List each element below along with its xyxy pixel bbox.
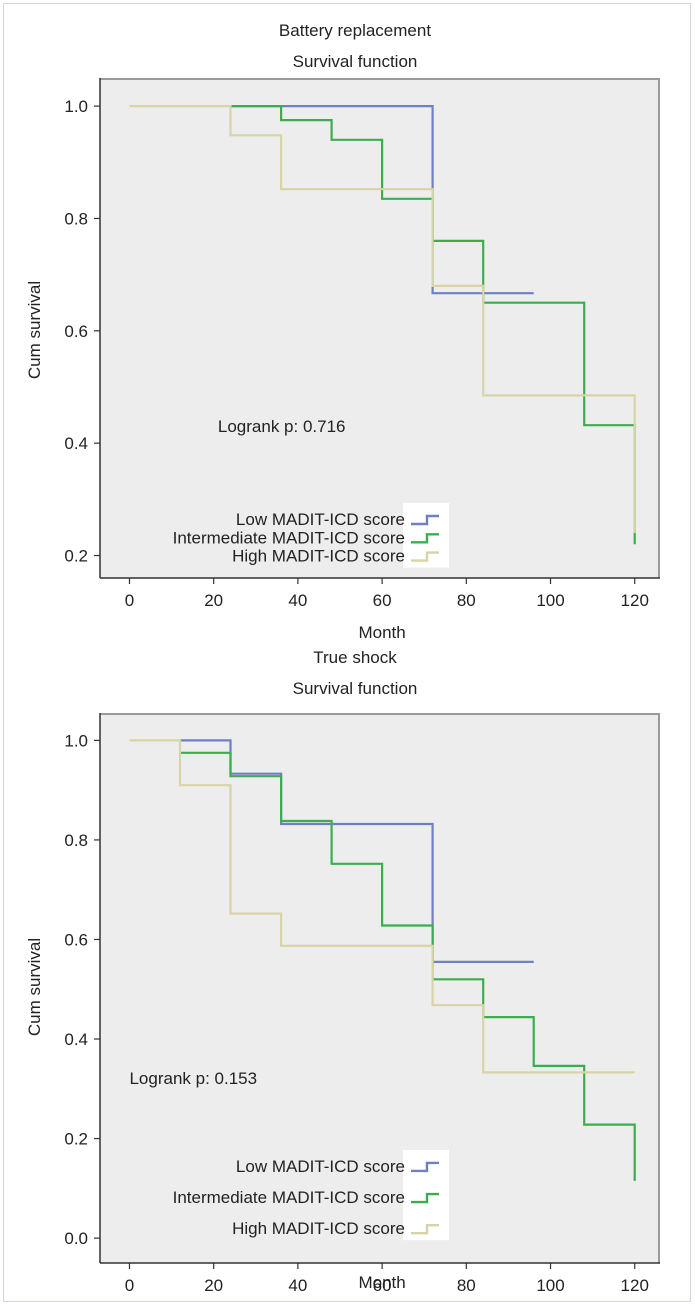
chart-1: Battery replacement Survival function 0.2 0… [25, 21, 660, 642]
legend-label: Intermediate MADIT-ICD score [173, 528, 405, 547]
series-line-3 [129, 105, 636, 534]
y-tick-label: 0.4 [64, 434, 88, 453]
legend-label: High MADIT-ICD score [232, 1219, 405, 1238]
legend-swatch-1 [411, 1161, 439, 1173]
x-tick-label: 20 [204, 1276, 223, 1295]
x-tick-label: 120 [621, 591, 649, 610]
y-tick-label: 1.0 [64, 97, 88, 116]
logrank-annotation: Logrank p: 0.716 [218, 417, 346, 436]
logrank-annotation: Logrank p: 0.153 [129, 1069, 257, 1088]
x-tick-label: 80 [457, 1276, 476, 1295]
y-tick-label: 0.2 [64, 547, 88, 566]
legend-swatch-2 [411, 1192, 439, 1204]
x-tick-label: 60 [373, 1276, 392, 1295]
legend-label: Low MADIT-ICD score [236, 510, 405, 529]
chart-title: True shock [313, 648, 397, 667]
x-tick-label: 40 [288, 591, 307, 610]
x-tick-label: 100 [536, 591, 564, 610]
legend-swatch-3 [411, 551, 439, 562]
y-tick-label: 0.4 [64, 1030, 88, 1049]
x-tick-label: 0 [125, 591, 134, 610]
x-tick-label: 60 [373, 591, 392, 610]
y-tick-label: 0.6 [64, 930, 88, 949]
legend-swatch-3 [411, 1223, 439, 1235]
chart-2: True shock Survival function 0.0 0.2 0.4 0.6 0… [25, 648, 660, 1295]
plot-area [100, 78, 660, 578]
legend-label: High MADIT-ICD score [232, 547, 405, 566]
x-axis-label: Month [358, 1273, 405, 1292]
chart-subtitle: Survival function [293, 52, 418, 71]
x-tick-label: 120 [621, 1276, 649, 1295]
series-line-2 [180, 751, 636, 1181]
legend-label: Low MADIT-ICD score [236, 1157, 405, 1176]
y-tick-label: 0.6 [64, 322, 88, 341]
x-tick-label: 20 [204, 591, 223, 610]
chart-subtitle: Survival function [293, 679, 418, 698]
x-tick-label: 0 [125, 1276, 134, 1295]
y-axis-label: Cum survival [25, 281, 44, 379]
y-tick-label: 0.0 [64, 1229, 88, 1248]
y-tick-label: 0.8 [64, 209, 88, 228]
x-tick-label: 80 [457, 591, 476, 610]
y-axis-label: Cum survival [25, 938, 44, 1036]
y-tick-label: 1.0 [64, 731, 88, 750]
x-axis-label: Month [358, 623, 405, 642]
legend-swatch-2 [411, 533, 439, 544]
legend-swatch-1 [411, 514, 439, 526]
plot-area [100, 713, 660, 1263]
chart-title: Battery replacement [279, 21, 431, 40]
series-line-3 [129, 739, 635, 1074]
x-tick-label: 40 [288, 1276, 307, 1295]
y-tick-label: 0.8 [64, 831, 88, 850]
legend-label: Intermediate MADIT-ICD score [173, 1188, 405, 1207]
y-tick-label: 0.2 [64, 1130, 88, 1149]
x-tick-label: 100 [536, 1276, 564, 1295]
